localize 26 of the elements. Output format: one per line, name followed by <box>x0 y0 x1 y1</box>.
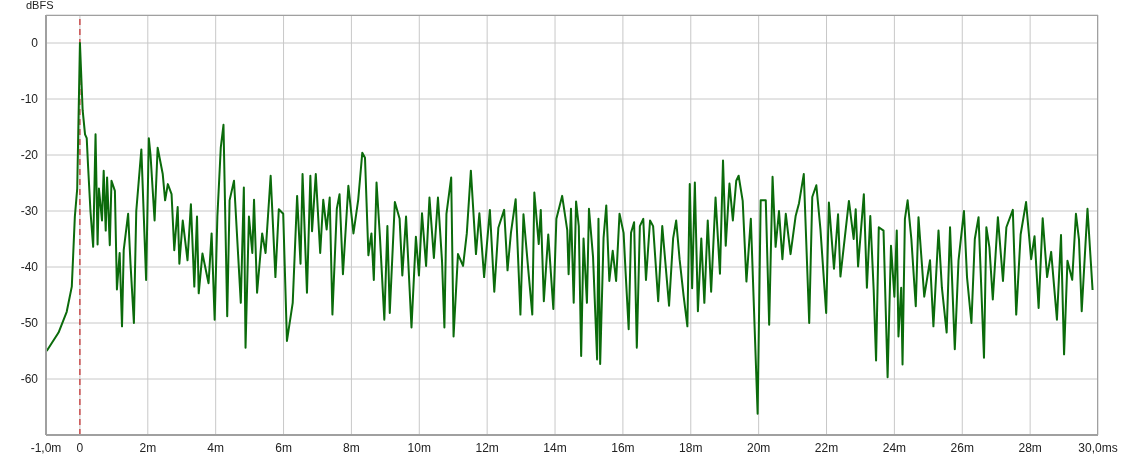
x-tick-label: -1,0m <box>30 440 62 455</box>
x-tick-label: 26m <box>950 440 974 455</box>
y-tick-label: -50 <box>20 316 39 331</box>
x-tick-label: 28m <box>1018 440 1042 455</box>
y-axis-title: dBFS <box>26 0 54 11</box>
x-tick-label: 24m <box>882 440 907 455</box>
x-tick-label: 8m <box>343 440 360 455</box>
line-series <box>46 42 1094 415</box>
x-tick-label: 16m <box>611 440 635 455</box>
y-tick-label: 0 <box>31 36 39 51</box>
x-tick-label: 20m <box>746 440 771 455</box>
x-tick-label: 10m <box>407 440 431 455</box>
x-tick-label: 18m <box>679 440 703 455</box>
x-tick-label: 30,0ms <box>1078 440 1118 455</box>
y-tick-label: -10 <box>20 92 39 107</box>
x-tick-label: 6m <box>275 440 292 455</box>
x-tick-label: 0 <box>76 440 84 455</box>
x-tick-label: 2m <box>139 440 157 455</box>
y-tick-label: -60 <box>20 372 39 387</box>
x-tick-label: 12m <box>475 440 499 455</box>
y-tick-label: -30 <box>20 204 39 219</box>
y-tick-label: -20 <box>20 148 39 163</box>
x-tick-label: 22m <box>814 440 839 455</box>
x-tick-label: 14m <box>543 440 567 455</box>
y-tick-label: -40 <box>20 260 39 275</box>
x-tick-label: 4m <box>207 440 225 455</box>
